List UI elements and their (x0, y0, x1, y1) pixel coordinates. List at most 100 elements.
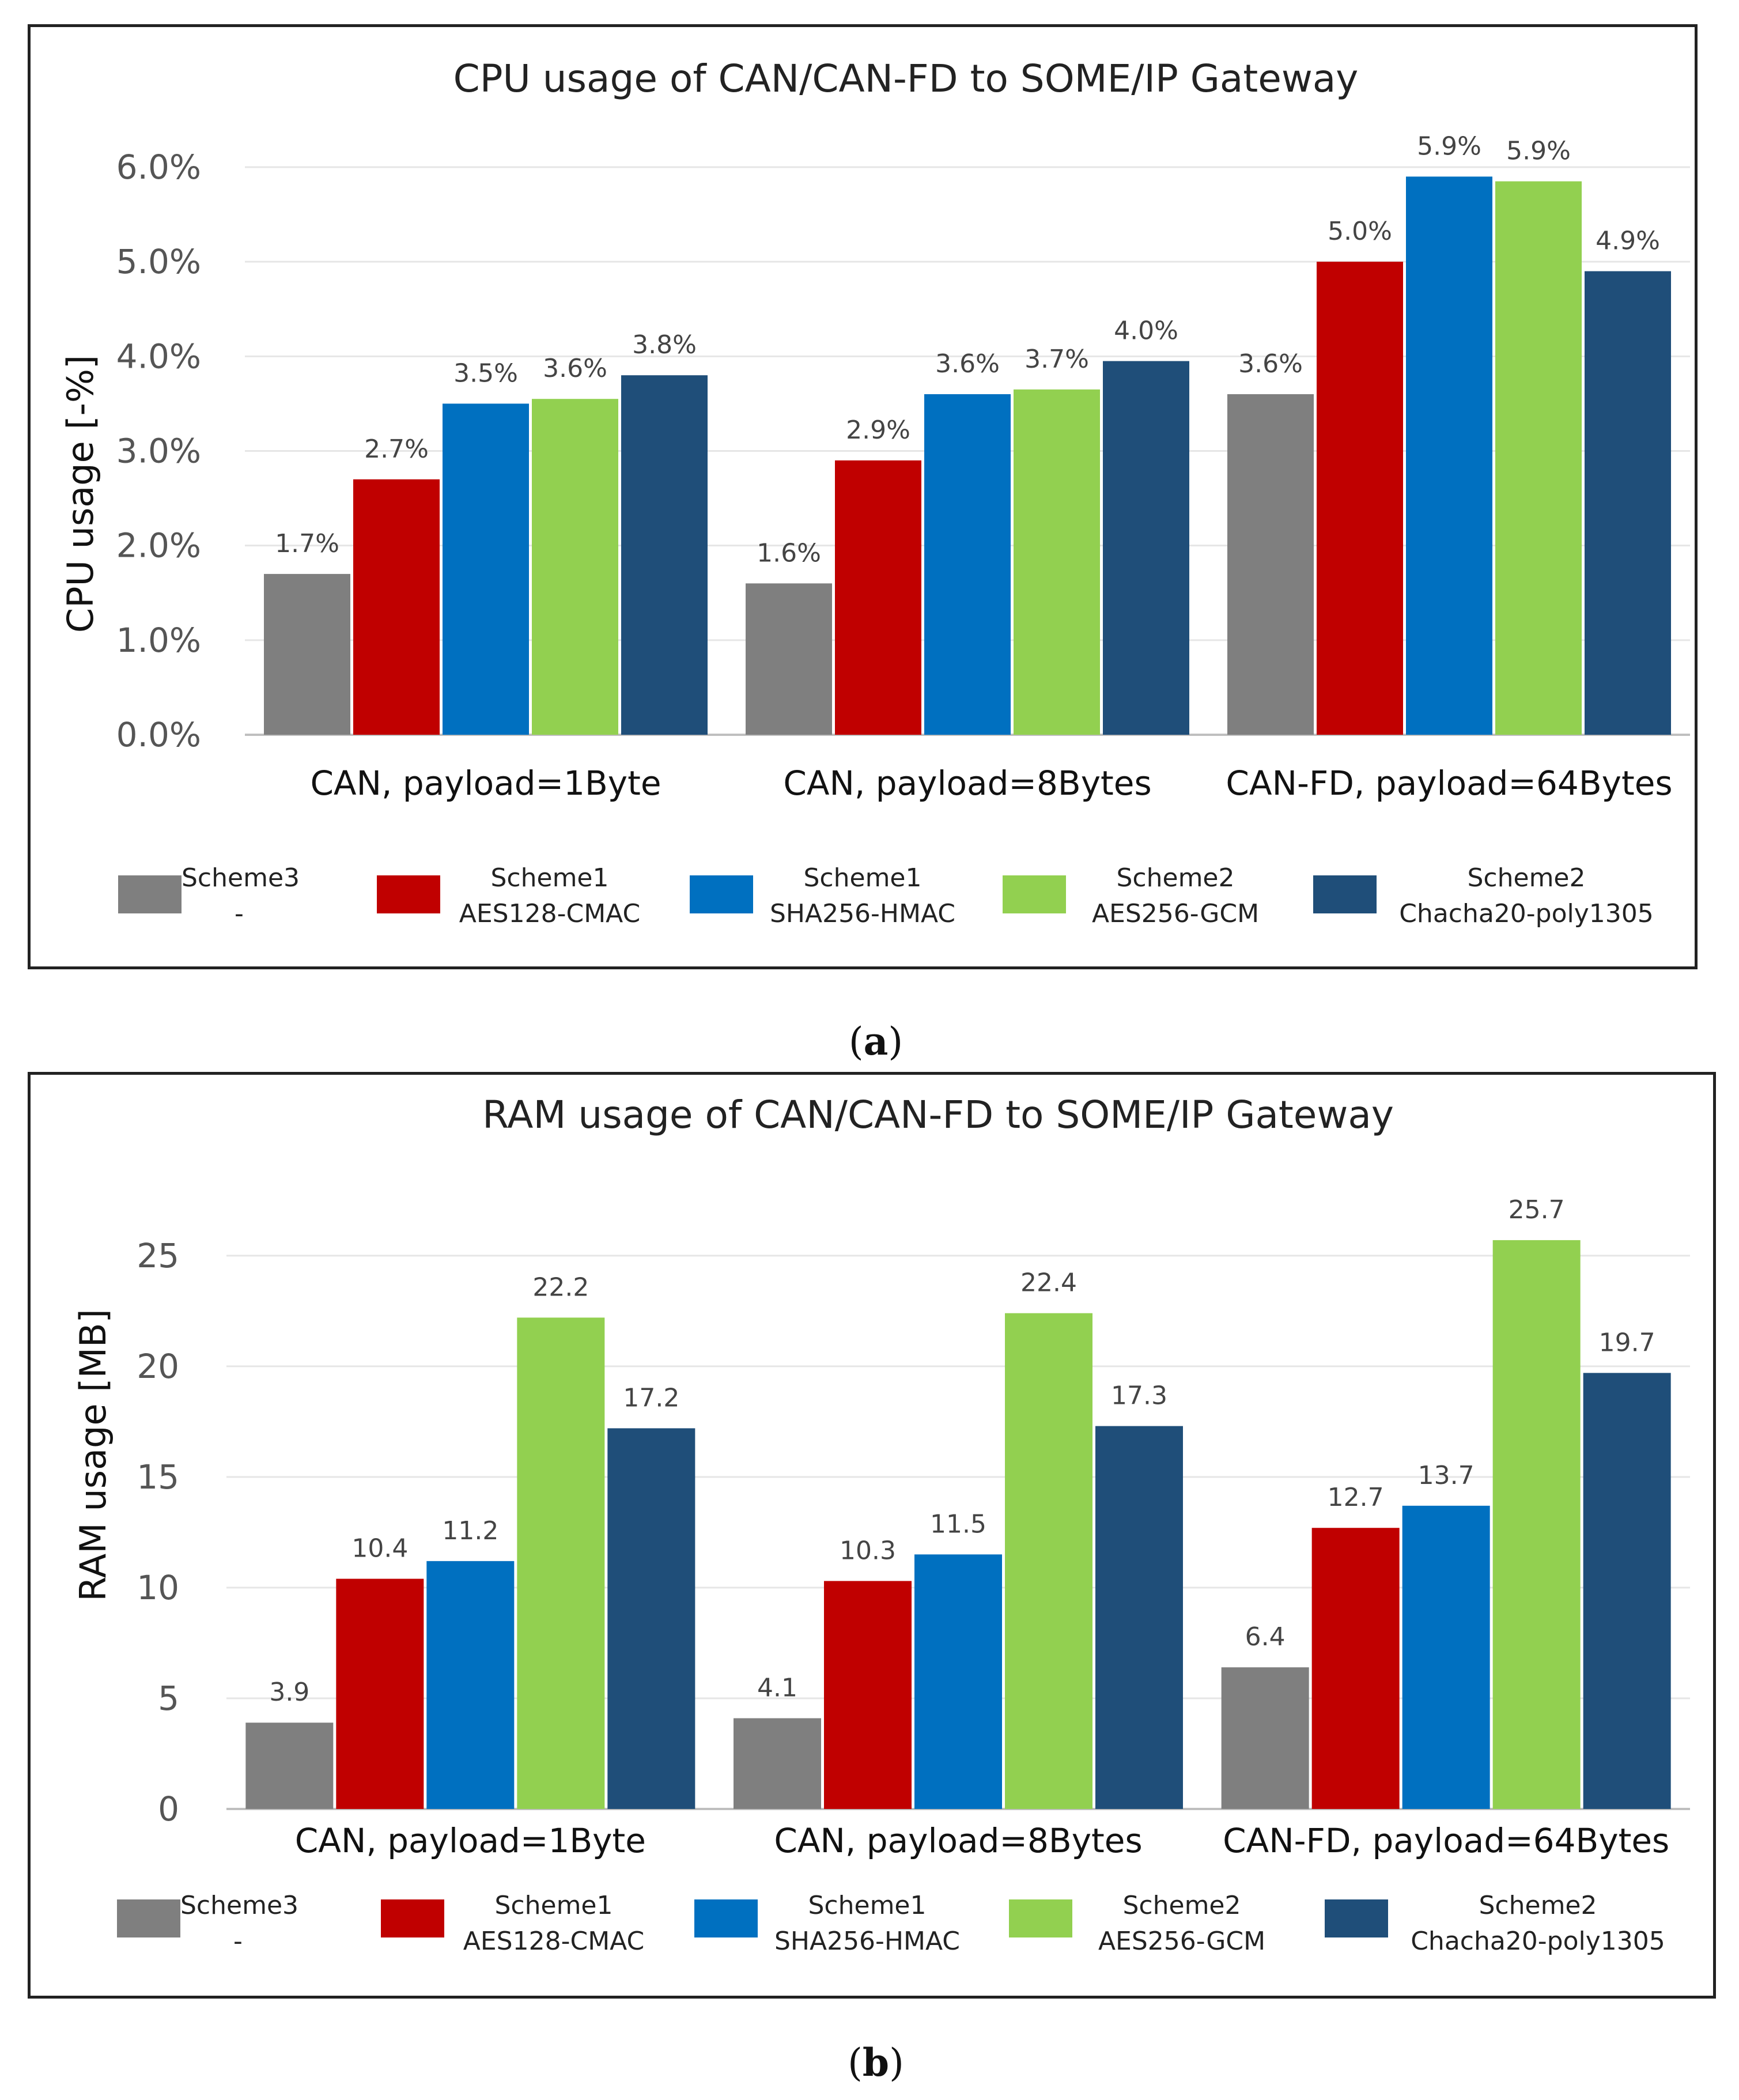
bar (746, 583, 832, 735)
bar (824, 1581, 912, 1809)
legend-label-line2: Chacha20-poly1305 (1399, 899, 1654, 928)
y-axis-label: CPU usage [-%] (59, 355, 101, 633)
y-tick-label: 0.0% (116, 715, 201, 754)
y-tick-label: 0 (158, 1789, 179, 1829)
data-label: 5.0% (1328, 217, 1392, 246)
data-label: 17.3 (1111, 1381, 1167, 1411)
cpu-chart-panel: CPU usage of CAN/CAN-FD to SOME/IP Gatew… (28, 24, 1698, 969)
data-label: 3.6% (935, 349, 1000, 379)
legend-label-line2: AES256-GCM (1091, 899, 1260, 928)
legend-label-line2: Chacha20-poly1305 (1411, 1927, 1665, 1956)
data-label: 25.7 (1509, 1195, 1565, 1225)
y-tick-label: 5 (158, 1679, 179, 1718)
data-label: 2.7% (364, 435, 429, 464)
data-label: 3.5% (453, 358, 518, 388)
bar (1227, 394, 1314, 735)
bar (607, 1428, 695, 1809)
bar (1005, 1313, 1092, 1809)
x-tick-label: CAN, payload=1Byte (295, 1821, 646, 1860)
bar (353, 479, 440, 735)
legend-label-line1: Scheme1 (808, 1891, 927, 1920)
y-tick-label: 3.0% (116, 432, 201, 471)
bar (517, 1317, 605, 1809)
data-label: 4.9% (1596, 226, 1660, 256)
legend-label-line1: Scheme2 (1467, 863, 1586, 893)
data-label: 4.0% (1114, 316, 1178, 346)
bar (1317, 262, 1403, 735)
ram-chart: RAM usage of CAN/CAN-FD to SOME/IP Gatew… (72, 1093, 1690, 1860)
data-label: 3.8% (632, 330, 697, 360)
bar (1014, 389, 1100, 735)
data-label: 4.1 (757, 1674, 797, 1703)
legend-label-line2: AES128-CMAC (463, 1927, 645, 1956)
bar (621, 375, 708, 735)
legend-swatch (381, 1899, 444, 1937)
cpu-chart: CPU usage of CAN/CAN-FD to SOME/IP Gatew… (59, 56, 1690, 803)
bar (914, 1554, 1002, 1809)
legend-label-line1: Scheme3 (180, 1891, 299, 1920)
legend-label-line1: Scheme2 (1122, 1891, 1241, 1920)
legend-label-line2: AES128-CMAC (459, 899, 641, 928)
legend-label-line1: Scheme1 (490, 863, 609, 893)
legend-label-line1: Scheme3 (182, 863, 300, 893)
bar (532, 399, 618, 735)
chart-title: RAM usage of CAN/CAN-FD to SOME/IP Gatew… (482, 1093, 1394, 1137)
ram-chart-panel: RAM usage of CAN/CAN-FD to SOME/IP Gatew… (28, 1072, 1716, 1999)
y-tick-label: 20 (137, 1347, 179, 1386)
data-label: 1.7% (275, 529, 339, 558)
bar (336, 1578, 424, 1809)
data-label: 3.7% (1025, 345, 1089, 374)
data-label: 3.6% (1238, 349, 1303, 379)
legend-label-line2: - (233, 1927, 243, 1956)
legend-label-line2: AES256-GCM (1098, 1927, 1266, 1956)
bar (1406, 176, 1492, 735)
data-label: 10.4 (351, 1534, 408, 1563)
legend-swatch (1313, 875, 1377, 913)
data-label: 2.9% (846, 416, 910, 445)
data-label: 11.5 (930, 1509, 986, 1539)
caption-a: (a) (848, 1019, 903, 1064)
data-label: 10.3 (840, 1536, 896, 1565)
legend-swatch (1009, 1899, 1072, 1937)
bar (1495, 181, 1582, 735)
legend-swatch (694, 1899, 758, 1937)
bar (1311, 1528, 1400, 1809)
data-label: 19.7 (1599, 1328, 1655, 1357)
legend-label-line1: Scheme2 (1116, 863, 1235, 893)
data-label: 6.4 (1245, 1622, 1286, 1652)
y-tick-label: 15 (137, 1457, 179, 1497)
legend-swatch (118, 875, 182, 913)
bar (1585, 271, 1671, 735)
legend-label-line2: SHA256-HMAC (774, 1927, 961, 1956)
data-label: 3.9 (269, 1678, 309, 1707)
bar (734, 1718, 821, 1809)
data-label: 5.9% (1417, 131, 1481, 161)
legend-swatch (377, 875, 440, 913)
bar (264, 573, 350, 735)
bar (426, 1561, 515, 1809)
bar (443, 403, 529, 735)
x-tick-label: CAN, payload=8Bytes (783, 764, 1151, 803)
chart-title: CPU usage of CAN/CAN-FD to SOME/IP Gatew… (453, 56, 1359, 101)
legend-label-line1: Scheme1 (803, 863, 922, 893)
data-label: 3.6% (543, 354, 607, 383)
x-tick-label: CAN, payload=1Byte (310, 764, 661, 803)
y-tick-label: 10 (137, 1568, 179, 1607)
y-tick-label: 25 (137, 1236, 179, 1275)
data-label: 5.9% (1506, 137, 1571, 166)
legend-label-line2: - (235, 899, 244, 928)
x-tick-label: CAN-FD, payload=64Bytes (1223, 1821, 1669, 1860)
y-tick-label: 5.0% (116, 242, 201, 281)
y-tick-label: 6.0% (116, 148, 201, 187)
x-tick-label: CAN, payload=8Bytes (774, 1821, 1142, 1860)
legend-swatch (117, 1899, 180, 1937)
bar (1095, 1426, 1183, 1809)
bar (245, 1723, 334, 1809)
y-tick-label: 2.0% (116, 526, 201, 565)
x-tick-label: CAN-FD, payload=64Bytes (1226, 764, 1672, 803)
bar (1492, 1240, 1581, 1809)
bar (1221, 1667, 1309, 1809)
data-label: 11.2 (442, 1516, 498, 1546)
legend-label-line1: Scheme2 (1479, 1891, 1597, 1920)
data-label: 22.2 (532, 1272, 589, 1302)
